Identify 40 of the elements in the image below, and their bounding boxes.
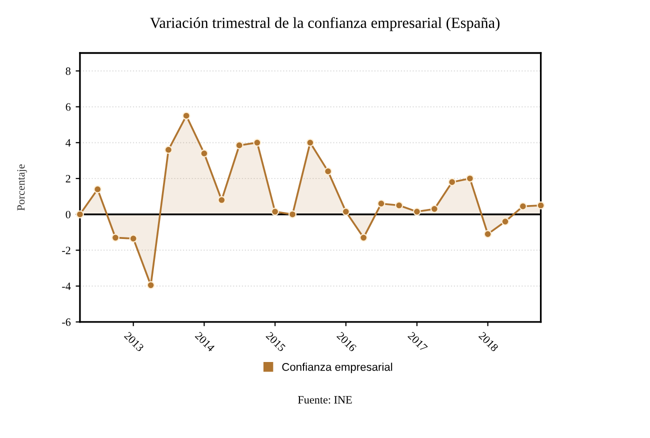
legend-label: Confianza empresarial (282, 362, 392, 374)
point (395, 201, 404, 210)
point (306, 138, 314, 147)
point (518, 202, 527, 210)
point (94, 185, 102, 194)
point (111, 234, 120, 242)
y-tick-label: -4 (62, 282, 71, 290)
point (342, 208, 350, 216)
source-note: Fuente: INE (298, 396, 352, 404)
point (412, 208, 421, 216)
point (271, 208, 280, 216)
x-tick-label: 2017 (407, 332, 428, 352)
point (288, 210, 297, 218)
point (501, 218, 510, 226)
y-tick-label: 2 (66, 174, 70, 182)
point (164, 146, 172, 154)
point (146, 281, 155, 290)
point (377, 200, 386, 208)
point (324, 167, 332, 176)
point (253, 138, 262, 147)
y-tick-label: 8 (66, 67, 70, 75)
chart-title: Variación trimestral de la confianza empresarial (España) (150, 17, 500, 32)
point (430, 204, 438, 214)
point (235, 141, 244, 150)
y-axis-title: Porcentaje (17, 164, 27, 211)
point (76, 210, 84, 218)
point (218, 196, 226, 204)
y-tick-label: -6 (62, 318, 71, 326)
point (466, 174, 474, 183)
y-tick-label: -2 (62, 246, 70, 254)
y-tick-label: 6 (66, 103, 71, 111)
point (360, 234, 368, 242)
y-tick-label: 4 (66, 139, 71, 146)
point (200, 149, 208, 158)
y-tick-label: 0 (66, 210, 70, 218)
point (448, 178, 456, 186)
point (129, 234, 138, 243)
point (536, 201, 545, 210)
point (484, 230, 492, 238)
point (182, 112, 190, 120)
